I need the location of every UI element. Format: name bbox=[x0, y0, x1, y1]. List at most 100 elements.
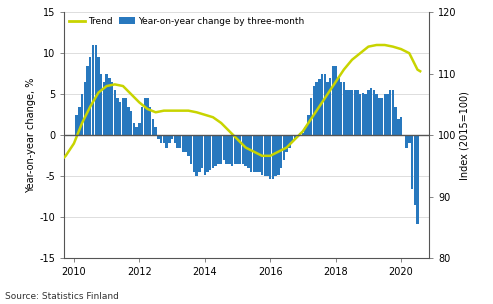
Bar bbox=[198, 135, 201, 172]
Bar bbox=[250, 135, 252, 172]
Bar bbox=[165, 135, 168, 148]
Bar bbox=[124, 98, 127, 135]
Bar bbox=[149, 107, 151, 135]
Bar bbox=[310, 98, 313, 135]
Bar bbox=[359, 94, 361, 135]
Bar bbox=[348, 90, 351, 135]
Bar bbox=[245, 135, 247, 167]
Bar bbox=[277, 135, 280, 175]
Bar bbox=[111, 82, 113, 135]
Bar bbox=[152, 119, 154, 135]
Bar bbox=[146, 98, 149, 135]
Bar bbox=[106, 74, 108, 135]
Bar bbox=[345, 90, 348, 135]
Bar bbox=[195, 135, 198, 176]
Bar bbox=[266, 135, 269, 176]
Bar bbox=[261, 135, 263, 175]
Bar bbox=[264, 135, 266, 176]
Bar bbox=[100, 74, 103, 135]
Bar bbox=[193, 135, 195, 172]
Bar bbox=[307, 115, 310, 135]
Bar bbox=[204, 135, 206, 175]
Bar bbox=[154, 127, 157, 135]
Bar bbox=[138, 123, 141, 135]
Bar bbox=[136, 127, 138, 135]
Bar bbox=[201, 135, 203, 168]
Bar bbox=[247, 135, 249, 168]
Text: Source: Statistics Finland: Source: Statistics Finland bbox=[5, 292, 119, 301]
Bar bbox=[326, 82, 329, 135]
Bar bbox=[75, 115, 78, 135]
Bar bbox=[86, 66, 89, 135]
Bar bbox=[81, 94, 83, 135]
Bar bbox=[313, 86, 315, 135]
Bar bbox=[231, 135, 233, 167]
Bar bbox=[89, 57, 92, 135]
Bar bbox=[414, 135, 416, 205]
Bar bbox=[318, 79, 320, 135]
Bar bbox=[351, 90, 353, 135]
Bar bbox=[329, 78, 331, 135]
Bar bbox=[95, 45, 97, 135]
Bar bbox=[316, 82, 318, 135]
Bar bbox=[416, 135, 419, 224]
Bar bbox=[168, 135, 171, 143]
Bar bbox=[242, 135, 244, 164]
Bar bbox=[340, 82, 342, 135]
Bar bbox=[92, 45, 94, 135]
Bar bbox=[280, 135, 282, 168]
Bar bbox=[370, 88, 372, 135]
Bar bbox=[321, 74, 323, 135]
Bar bbox=[122, 98, 124, 135]
Bar bbox=[397, 119, 400, 135]
Bar bbox=[174, 135, 176, 143]
Bar bbox=[176, 135, 179, 148]
Bar bbox=[103, 82, 105, 135]
Bar bbox=[252, 135, 255, 172]
Bar bbox=[209, 135, 211, 170]
Bar bbox=[78, 107, 80, 135]
Bar bbox=[400, 117, 402, 135]
Bar bbox=[220, 135, 222, 164]
Bar bbox=[184, 135, 187, 152]
Bar bbox=[288, 135, 290, 148]
Y-axis label: Index (2015=100): Index (2015=100) bbox=[459, 91, 469, 180]
Bar bbox=[411, 135, 413, 188]
Bar bbox=[332, 66, 334, 135]
Bar bbox=[127, 107, 130, 135]
Bar bbox=[334, 66, 337, 135]
Bar bbox=[190, 135, 192, 164]
Bar bbox=[160, 135, 162, 143]
Bar bbox=[119, 102, 121, 135]
Bar bbox=[255, 135, 258, 172]
Bar bbox=[217, 135, 220, 164]
Bar bbox=[353, 90, 356, 135]
Bar bbox=[386, 94, 388, 135]
Bar bbox=[392, 90, 394, 135]
Bar bbox=[116, 98, 119, 135]
Bar bbox=[225, 135, 228, 164]
Bar bbox=[285, 135, 288, 152]
Bar bbox=[113, 90, 116, 135]
Bar bbox=[187, 135, 190, 156]
Bar bbox=[381, 98, 383, 135]
Bar bbox=[179, 135, 181, 148]
Bar bbox=[343, 82, 345, 135]
Bar bbox=[282, 135, 285, 160]
Bar bbox=[375, 94, 378, 135]
Bar bbox=[182, 135, 184, 152]
Bar bbox=[293, 135, 296, 140]
Bar bbox=[223, 135, 225, 160]
Bar bbox=[323, 74, 326, 135]
Bar bbox=[143, 98, 146, 135]
Bar bbox=[130, 111, 133, 135]
Bar bbox=[378, 98, 381, 135]
Bar bbox=[291, 135, 293, 143]
Bar bbox=[171, 135, 174, 140]
Bar bbox=[234, 135, 236, 164]
Bar bbox=[302, 133, 304, 135]
Bar bbox=[206, 135, 209, 172]
Bar bbox=[141, 107, 143, 135]
Bar bbox=[97, 57, 100, 135]
Bar bbox=[362, 93, 364, 135]
